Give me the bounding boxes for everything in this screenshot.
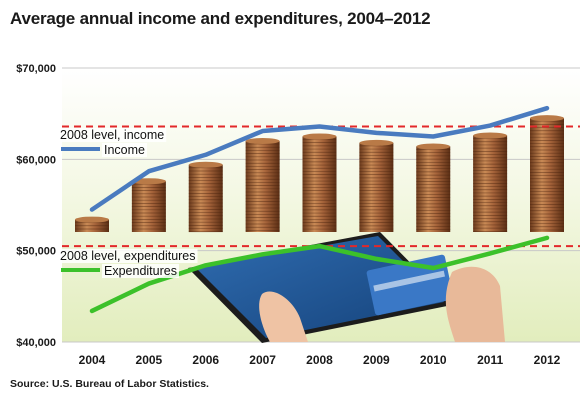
legend-label-expenditures: Expenditures	[104, 264, 177, 278]
coin-top	[188, 161, 223, 168]
coin-top	[530, 115, 564, 122]
y-axis: $40,000 $50,000 $60,000 $70,000	[16, 63, 56, 349]
coin-top	[75, 216, 109, 223]
x-tick-label: 2008	[306, 353, 333, 367]
y-tick-label: $40,000	[16, 337, 56, 349]
reference-label-income-bg	[58, 128, 167, 142]
chart-title: Average annual income and expenditures, …	[10, 9, 431, 28]
coin-top	[131, 178, 166, 185]
coin-top	[473, 132, 508, 139]
reference-label-expenditures: 2008 level, expenditures	[60, 249, 196, 263]
coin-stack	[188, 164, 223, 232]
y-tick-label: $70,000	[16, 63, 56, 75]
y-tick-label: $50,000	[16, 246, 56, 258]
coin-top	[359, 139, 394, 146]
x-axis: 2004 2005 2006 2007 2008 2009 2010 2011 2012	[79, 353, 561, 367]
coin-stack	[245, 141, 280, 232]
legend-label-expenditures-bg	[102, 264, 179, 278]
series-line	[89, 105, 550, 212]
x-tick-label: 2004	[79, 353, 106, 367]
x-tick-label: 2005	[136, 353, 163, 367]
x-tick-label: 2007	[249, 353, 276, 367]
y-tick-label: $60,000	[16, 154, 56, 166]
annotations: 2008 level, income 2008 level, expenditur…	[58, 128, 198, 278]
x-tick-label: 2011	[477, 353, 503, 367]
legend-label-income: Income	[104, 143, 145, 157]
reference-label-expenditures-bg	[58, 249, 198, 263]
source-note: Source: U.S. Bureau of Labor Statistics.	[10, 378, 209, 390]
legend-label-income-bg	[102, 143, 147, 157]
reference-label-income: 2008 level, income	[60, 128, 164, 142]
coin-stack	[530, 118, 564, 232]
coin-stack	[416, 146, 451, 232]
x-tick-label: 2009	[363, 353, 390, 367]
coin-top	[302, 133, 337, 140]
coin-stacks-illustration	[75, 115, 564, 233]
coin-stack	[473, 135, 508, 232]
x-tick-label: 2010	[420, 353, 447, 367]
coin-top	[416, 143, 451, 150]
x-tick-label: 2006	[192, 353, 219, 367]
coin-top	[245, 138, 280, 145]
x-tick-label: 2012	[534, 353, 561, 367]
